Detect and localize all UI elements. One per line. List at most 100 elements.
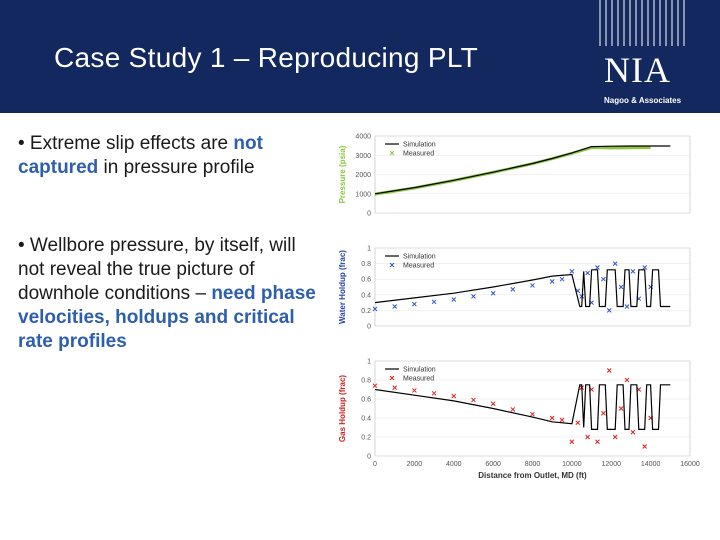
y-tick-label: 0 [367, 211, 371, 218]
measured-point [530, 411, 535, 417]
x-axis-label: Distance from Outlet, MD (ft) [478, 471, 587, 480]
bullet-text: Wellbore pressure, by itself, will not r… [18, 235, 296, 304]
x-tick-label: 14000 [641, 461, 661, 468]
legend-simulation-label: Simulation [403, 254, 436, 261]
measured-point [569, 269, 575, 274]
y-tick-label: 4000 [355, 134, 371, 141]
y-tick-label: 0.4 [361, 416, 371, 423]
logo-lines-icon [599, 0, 685, 46]
x-tick-label: 12000 [602, 461, 622, 468]
measured-point [642, 265, 648, 270]
measured-point [630, 269, 636, 274]
y-tick-label: 0.8 [361, 378, 371, 385]
bullet-marker: • [18, 235, 25, 256]
y-tick-label: 0.6 [361, 277, 371, 284]
x-tick-label: 8000 [525, 461, 541, 468]
title-bar: Case Study 1 – Reproducing PLT NIA Nagoo… [0, 0, 720, 113]
x-tick-label: 10000 [562, 461, 582, 468]
legend-simulation-label: Simulation [403, 367, 436, 374]
measured-point [606, 308, 612, 313]
measured-point [601, 410, 606, 416]
y-tick-label: 1000 [355, 191, 371, 198]
legend-measured-swatch [389, 262, 395, 268]
simulation-series-line [374, 145, 671, 195]
measured-point [392, 304, 398, 309]
y-tick-label: 1 [367, 246, 371, 253]
x-tick-label: 0 [373, 461, 377, 468]
measured-point [549, 279, 555, 284]
measured-point [569, 439, 575, 445]
measured-point [606, 368, 612, 373]
legend-measured-label: Measured [403, 151, 434, 158]
legend-measured-label: Measured [403, 263, 434, 270]
measured-point [412, 301, 417, 307]
measured-point [412, 388, 417, 393]
measured-point [392, 385, 398, 390]
measured-point [471, 294, 476, 299]
x-tick-label: 2000 [407, 461, 423, 468]
measured-point [624, 377, 630, 383]
y-tick-label: 2000 [355, 172, 371, 179]
simulation-series-line [374, 384, 671, 430]
measured-point [490, 401, 496, 407]
measured-point [431, 390, 437, 396]
y-tick-label: 0.6 [361, 397, 371, 404]
measured-point [624, 304, 630, 309]
measured-point [595, 439, 600, 445]
y-tick-label: 3000 [355, 153, 371, 160]
y-tick-label: 0.8 [361, 261, 371, 268]
legend-measured-swatch [389, 375, 395, 381]
bullet-text: Extreme slip effects are [24, 133, 234, 154]
y-tick-label: 0 [367, 324, 371, 331]
measured-point [510, 407, 516, 412]
legend-measured-swatch [389, 150, 395, 156]
y-axis-label: Gas Holdup (frac) [338, 375, 347, 442]
measured-point [559, 276, 565, 282]
measured-point [585, 270, 590, 276]
measured-point [618, 406, 624, 411]
x-tick-label: 4000 [446, 461, 462, 468]
simulation-series-line [374, 269, 671, 308]
measured-point [612, 434, 618, 440]
legend-measured-label: Measured [403, 376, 434, 383]
x-tick-label: 6000 [485, 461, 501, 468]
y-axis-label: Pressure (psia) [338, 145, 347, 203]
slide-footer: MAPe Overview – 13 [527, 515, 650, 530]
measured-point [595, 265, 600, 270]
logo-text: NIA [604, 50, 671, 90]
measured-point [530, 283, 535, 288]
measured-point [372, 383, 378, 389]
measured-point [559, 417, 565, 423]
bullet-highlight: not captured [18, 133, 263, 178]
measured-point [510, 286, 516, 292]
measured-point [601, 276, 606, 282]
y-tick-label: 0.2 [361, 308, 371, 315]
legend-simulation-label: Simulation [403, 142, 436, 149]
company-logo: NIA Nagoo & Associates [598, 0, 690, 113]
measured-point [642, 444, 648, 449]
measured-point [575, 420, 581, 426]
bullet-1: • Extreme slip effects are not captured … [18, 132, 318, 180]
logo-subtitle: Nagoo & Associates [604, 96, 682, 105]
measured-point [471, 397, 476, 403]
bullet-text: in pressure profile [98, 157, 255, 178]
bullet-highlight: need phase velocities, holdups and criti… [18, 283, 316, 352]
measured-point [612, 261, 618, 266]
y-tick-label: 0 [367, 454, 371, 461]
bullet-marker: • [18, 133, 25, 154]
measured-point [451, 297, 457, 302]
y-axis-label: Water Holdup (frac) [338, 250, 347, 324]
measured-point [618, 284, 624, 290]
measured-point [585, 434, 590, 440]
y-tick-label: 1 [367, 359, 371, 366]
measured-point [549, 415, 555, 421]
measured-point [451, 393, 457, 399]
x-tick-label: 16000 [680, 461, 700, 468]
bullet-2: • Wellbore pressure, by itself, will not… [18, 234, 318, 354]
measured-point [431, 299, 437, 305]
y-tick-label: 0.2 [361, 435, 371, 442]
measured-point [490, 290, 496, 296]
measured-point [630, 429, 636, 435]
slide-title: Case Study 1 – Reproducing PLT [54, 42, 479, 73]
